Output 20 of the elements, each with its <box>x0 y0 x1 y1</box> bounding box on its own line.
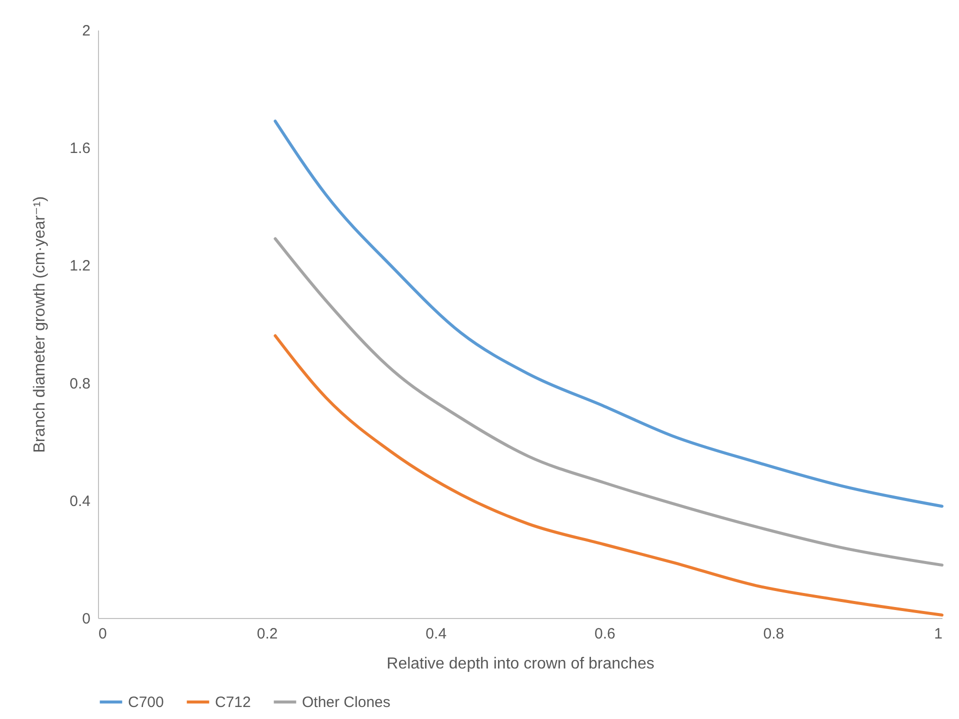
line-series <box>274 237 944 567</box>
x-axis-title: Relative depth into crown of branches <box>386 656 654 672</box>
x-tick-label: 0.4 <box>426 626 447 642</box>
y-tick-label: 1.6 <box>70 140 90 158</box>
x-tick-label: 0.6 <box>594 626 616 642</box>
x-tick-label: 0.2 <box>256 626 278 642</box>
legend-label: C712 <box>215 694 251 711</box>
x-tick-label: 1 <box>934 626 942 642</box>
x-tick-label: 0 <box>98 626 107 642</box>
legend-label: C700 <box>128 694 164 711</box>
legend-label: Other Clones <box>302 694 390 711</box>
line-series <box>274 120 944 508</box>
y-tick-label: 0.8 <box>70 375 90 392</box>
y-tick-label: 1.2 <box>70 258 90 275</box>
y-tick-label: 0 <box>82 610 90 628</box>
y-axis-title: Branch diameter growth (cm·year⁻¹) <box>32 196 49 453</box>
x-tick-label: 0.8 <box>763 626 784 642</box>
line-series <box>274 334 944 617</box>
y-tick-label: 0.4 <box>70 492 90 510</box>
y-tick-label: 2 <box>82 22 90 40</box>
